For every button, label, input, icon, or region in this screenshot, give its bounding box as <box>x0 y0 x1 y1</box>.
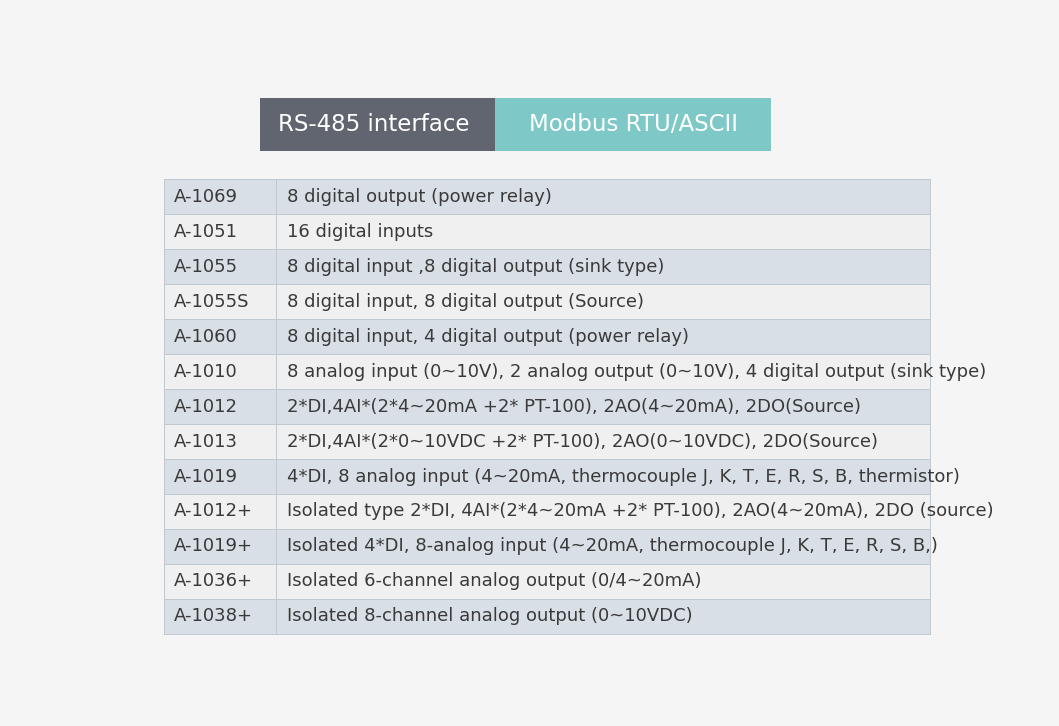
Text: A-1051: A-1051 <box>174 223 237 241</box>
Bar <box>163 285 930 319</box>
Text: A-1019: A-1019 <box>174 468 237 486</box>
Text: A-1055S: A-1055S <box>174 293 249 311</box>
Text: A-1013: A-1013 <box>174 433 237 451</box>
Bar <box>163 214 930 249</box>
Text: 8 digital input, 8 digital output (Source): 8 digital input, 8 digital output (Sourc… <box>287 293 645 311</box>
Bar <box>163 599 930 634</box>
Bar <box>163 564 930 599</box>
Bar <box>163 179 930 214</box>
Text: 8 digital input ,8 digital output (sink type): 8 digital input ,8 digital output (sink … <box>287 258 665 276</box>
Bar <box>163 389 930 424</box>
Text: 16 digital inputs: 16 digital inputs <box>287 223 434 241</box>
Text: 8 analog input (0~10V), 2 analog output (0~10V), 4 digital output (sink type): 8 analog input (0~10V), 2 analog output … <box>287 363 987 380</box>
Text: A-1012+: A-1012+ <box>174 502 252 521</box>
Bar <box>259 98 496 152</box>
Text: A-1038+: A-1038+ <box>174 608 252 625</box>
Text: A-1010: A-1010 <box>174 363 237 380</box>
Text: Modbus RTU/ASCII: Modbus RTU/ASCII <box>528 113 737 136</box>
Text: A-1060: A-1060 <box>174 327 237 346</box>
Text: A-1055: A-1055 <box>174 258 237 276</box>
Text: 4*DI, 8 analog input (4~20mA, thermocouple J, K, T, E, R, S, B, thermistor): 4*DI, 8 analog input (4~20mA, thermocoup… <box>287 468 961 486</box>
Bar <box>163 249 930 285</box>
Text: RS-485 interface: RS-485 interface <box>277 113 469 136</box>
Text: Isolated type 2*DI, 4AI*(2*4~20mA +2* PT-100), 2AO(4~20mA), 2DO (source): Isolated type 2*DI, 4AI*(2*4~20mA +2* PT… <box>287 502 994 521</box>
Text: A-1069: A-1069 <box>174 188 237 206</box>
Bar <box>163 459 930 494</box>
Text: 8 digital output (power relay): 8 digital output (power relay) <box>287 188 553 206</box>
Text: Isolated 8-channel analog output (0~10VDC): Isolated 8-channel analog output (0~10VD… <box>287 608 694 625</box>
Bar <box>163 494 930 529</box>
Text: 2*DI,4AI*(2*4~20mA +2* PT-100), 2AO(4~20mA), 2DO(Source): 2*DI,4AI*(2*4~20mA +2* PT-100), 2AO(4~20… <box>287 398 861 415</box>
Bar <box>163 529 930 564</box>
Text: Isolated 4*DI, 8-analog input (4~20mA, thermocouple J, K, T, E, R, S, B,): Isolated 4*DI, 8-analog input (4~20mA, t… <box>287 537 938 555</box>
Text: Isolated 6-channel analog output (0/4~20mA): Isolated 6-channel analog output (0/4~20… <box>287 572 702 590</box>
Text: 8 digital input, 4 digital output (power relay): 8 digital input, 4 digital output (power… <box>287 327 689 346</box>
Text: 2*DI,4AI*(2*0~10VDC +2* PT-100), 2AO(0~10VDC), 2DO(Source): 2*DI,4AI*(2*0~10VDC +2* PT-100), 2AO(0~1… <box>287 433 879 451</box>
Bar <box>163 319 930 354</box>
Bar <box>163 424 930 459</box>
Text: A-1012: A-1012 <box>174 398 237 415</box>
Text: A-1036+: A-1036+ <box>174 572 252 590</box>
Text: A-1019+: A-1019+ <box>174 537 252 555</box>
Bar <box>163 354 930 389</box>
Bar <box>496 98 771 152</box>
